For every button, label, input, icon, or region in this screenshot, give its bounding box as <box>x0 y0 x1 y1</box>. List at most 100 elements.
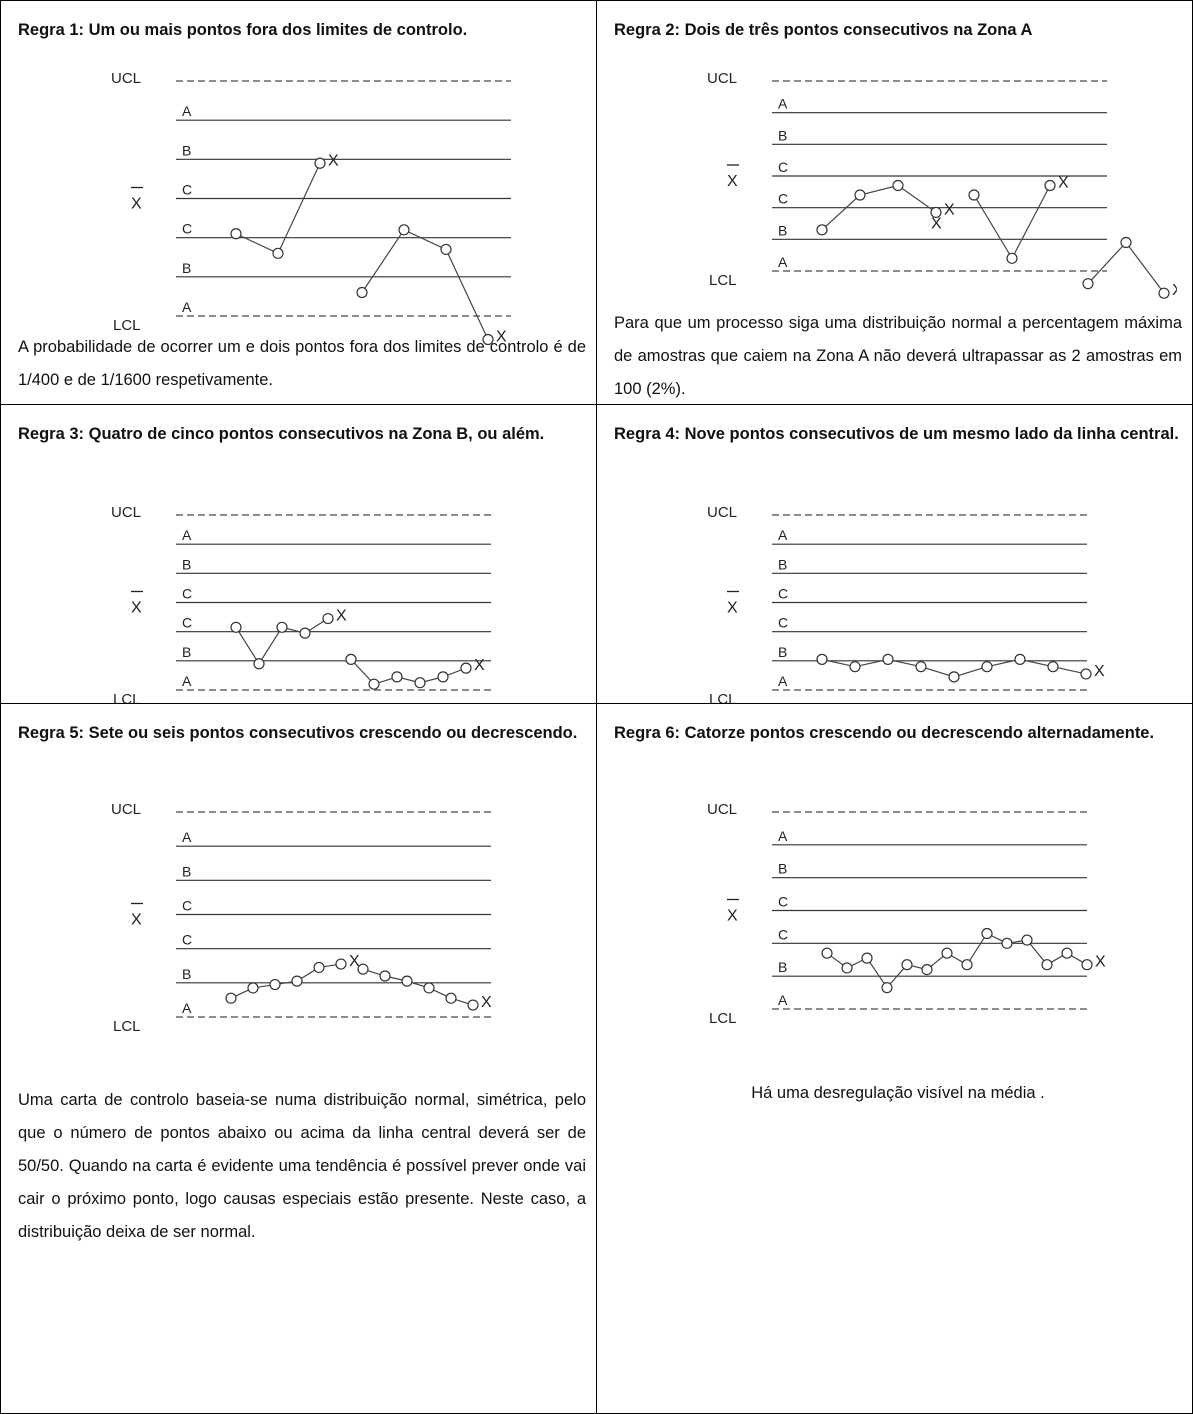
data-point <box>335 958 347 970</box>
data-point <box>276 621 288 633</box>
data-point <box>930 206 942 219</box>
lcl-label: LCL <box>709 691 737 704</box>
lcl-label: LCL <box>113 691 141 704</box>
zone-label: A <box>182 829 192 845</box>
rule-title: Regra 2: Dois de três pontos consecutivo… <box>614 21 1033 39</box>
data-point <box>314 157 326 169</box>
rule-description: Há uma desregulação visível na média . <box>751 1084 1045 1102</box>
control-chart: UCL LCL X A B C C B A X X <box>111 71 511 346</box>
data-point <box>313 961 325 974</box>
zone-label: B <box>778 644 787 660</box>
data-point <box>445 992 457 1004</box>
zone-label: B <box>182 644 191 660</box>
zone-label: C <box>778 615 788 631</box>
data-point <box>1082 278 1094 290</box>
zone-label: A <box>778 828 788 844</box>
zone-label: A <box>182 527 192 543</box>
zone-label: C <box>778 191 788 207</box>
zone-label: A <box>778 527 788 543</box>
zone-label: B <box>182 966 191 982</box>
data-point <box>440 243 452 256</box>
zone-label: B <box>182 556 191 572</box>
violation-mark: X <box>328 152 339 169</box>
violation-mark: X <box>336 608 347 625</box>
data-point <box>1080 668 1092 680</box>
data-point <box>849 661 861 673</box>
zone-label: C <box>182 615 192 631</box>
rule-cell-3: Regra 3: Quatro de cinco pontos consecut… <box>0 404 597 704</box>
data-point <box>882 653 894 665</box>
rule-cell-1: Regra 1: Um ou mais pontos fora dos limi… <box>0 0 597 405</box>
series-line <box>362 968 474 1006</box>
data-point <box>981 927 993 940</box>
zone-label: A <box>182 673 192 689</box>
data-point <box>1081 959 1093 971</box>
rule-cell-2: Regra 2: Dois de três pontos consecutivo… <box>596 0 1193 405</box>
data-point <box>460 662 472 674</box>
data-point <box>269 978 281 991</box>
series-line <box>350 658 467 685</box>
zone-label: A <box>182 1000 192 1016</box>
data-point <box>299 627 311 639</box>
lcl-label: LCL <box>709 272 737 289</box>
data-point <box>1158 287 1170 299</box>
violation-mark: X <box>481 994 492 1011</box>
rule-cell-4: Regra 4: Nove pontos consecutivos de um … <box>596 404 1193 704</box>
data-point <box>247 982 259 994</box>
violation-mark: X <box>1095 954 1106 971</box>
zone-label: C <box>778 586 788 602</box>
series-line <box>361 229 489 340</box>
rule-cell-6: Regra 6: Catorze pontos crescendo ou dec… <box>596 703 1193 1414</box>
data-point <box>892 179 904 192</box>
data-point <box>368 678 380 690</box>
zone-label: A <box>778 673 788 689</box>
rule-title: Regra 5: Sete ou seis pontos consecutivo… <box>18 724 578 742</box>
rule-title: Regra 4: Nove pontos consecutivos de um … <box>614 425 1179 443</box>
ucl-label: UCL <box>707 802 737 818</box>
data-point <box>1021 934 1033 946</box>
lcl-label: LCL <box>113 1018 141 1035</box>
series-line <box>230 963 342 999</box>
data-point <box>1061 947 1073 959</box>
violation-mark: X <box>1172 282 1177 299</box>
control-chart: UCLLCLXABCCBAXXXX <box>707 71 1177 299</box>
data-point <box>1044 179 1056 192</box>
control-chart: UCL LCL X A B C C B A X X <box>111 802 492 1035</box>
rule-title: Regra 1: Um ou mais pontos fora dos limi… <box>18 21 468 39</box>
violation-mark: X <box>349 953 360 970</box>
data-point <box>272 247 284 259</box>
rule-description: Uma carta de controlo baseia-se numa dis… <box>18 1091 586 1241</box>
xbar-label: X <box>131 196 142 213</box>
data-point <box>398 224 410 236</box>
data-point <box>981 661 993 673</box>
zone-label: A <box>182 103 192 119</box>
xbar-label: X <box>727 173 738 190</box>
data-point <box>915 661 927 673</box>
data-point <box>961 959 973 971</box>
zone-label: B <box>778 127 787 143</box>
violation-mark: X <box>1058 175 1069 192</box>
data-point <box>225 992 237 1004</box>
series-line <box>1087 241 1165 294</box>
lcl-label: LCL <box>709 1010 737 1027</box>
zone-label: B <box>182 863 191 879</box>
data-point <box>816 653 828 665</box>
ucl-label: UCL <box>111 71 141 87</box>
data-point <box>854 189 866 201</box>
ucl-label: UCL <box>707 71 737 87</box>
data-point <box>1001 937 1013 949</box>
data-point <box>423 982 435 994</box>
zone-label: A <box>182 299 192 315</box>
data-point <box>379 970 391 982</box>
zone-label: B <box>778 556 787 572</box>
data-point <box>968 189 980 201</box>
rule-description: Para que um processo siga uma distribuiç… <box>614 314 1182 398</box>
zone-label: B <box>778 222 787 238</box>
zone-label: B <box>778 861 787 877</box>
data-point <box>881 982 893 994</box>
zone-label: A <box>778 254 788 270</box>
zone-label: B <box>182 260 191 276</box>
zone-label: C <box>778 894 788 910</box>
data-point <box>901 959 913 971</box>
